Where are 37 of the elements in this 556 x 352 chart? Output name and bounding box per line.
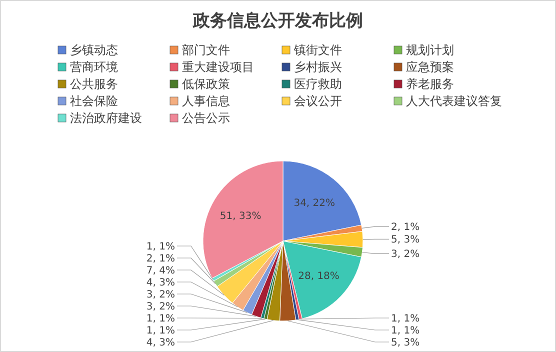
legend-label: 营商环境 [70, 60, 118, 74]
data-label: 1, 1% [391, 314, 420, 324]
data-label: 7, 4% [146, 266, 175, 276]
legend-label: 部门文件 [182, 43, 230, 57]
data-label: 3, 2% [146, 290, 175, 300]
data-label: 28, 18% [298, 270, 340, 282]
legend-label: 人事信息 [182, 94, 230, 108]
legend-label: 重大建设项目 [182, 60, 254, 74]
legend-label: 镇街文件 [293, 43, 342, 57]
data-label: 1, 1% [391, 326, 420, 336]
legend-label: 公共服务 [70, 77, 118, 91]
legend-label: 人大代表建议答复 [406, 94, 502, 108]
data-label: 1, 1% [146, 314, 175, 324]
data-label: 3, 2% [391, 249, 420, 260]
legend-label: 社会保险 [70, 94, 118, 108]
data-label: 5, 3% [391, 338, 420, 348]
legend-label: 乡镇动态 [70, 43, 118, 57]
data-label: 4, 3% [146, 278, 175, 288]
data-label: 2, 1% [146, 254, 175, 264]
data-label: 2, 1% [391, 222, 420, 234]
data-label: 4, 3% [146, 338, 175, 348]
legend-label: 低保政策 [182, 77, 230, 91]
legend-label: 应急预案 [406, 60, 454, 74]
data-label: 5, 3% [391, 234, 420, 246]
legend-label: 规划计划 [406, 43, 454, 57]
legend-label: 会议公开 [294, 94, 342, 108]
data-label: 3, 2% [146, 302, 175, 312]
legend-label: 公告公示 [182, 111, 230, 125]
legend-label: 养老服务 [406, 77, 454, 91]
data-label: 51, 33% [220, 210, 262, 222]
data-label: 1, 1% [146, 242, 175, 252]
legend-label: 乡村振兴 [294, 60, 342, 74]
legend-label: 法治政府建设 [70, 111, 142, 125]
data-label: 1, 1% [146, 326, 175, 336]
legend-label: 医疗救助 [294, 77, 342, 91]
chart-title: 政务信息公开发布比例 [192, 11, 363, 31]
data-label: 34, 22% [294, 198, 336, 210]
